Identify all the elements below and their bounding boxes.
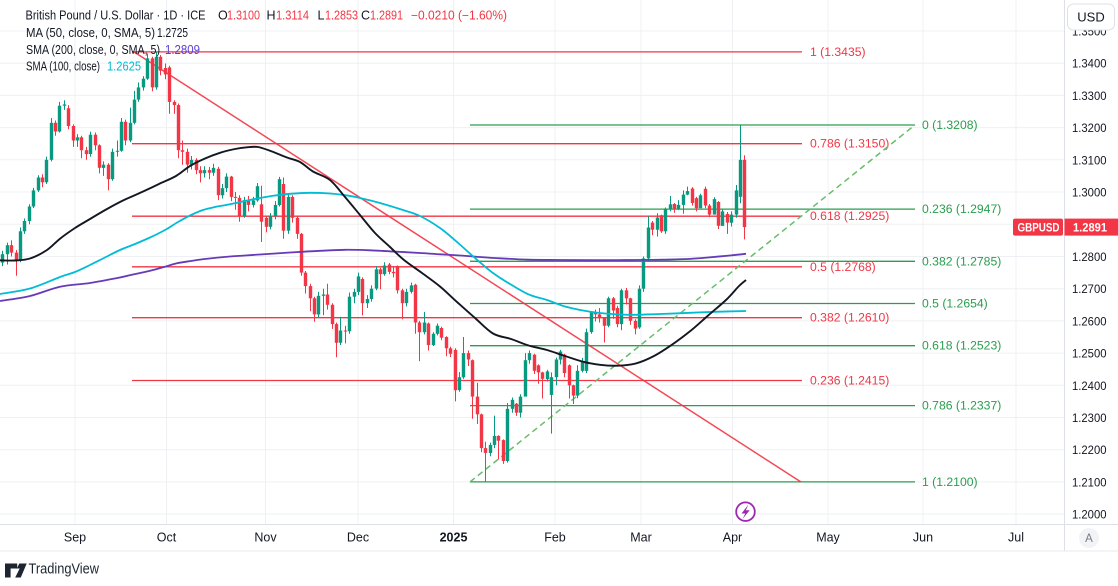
svg-text:0.236 (1.2947): 0.236 (1.2947) — [922, 202, 1001, 216]
svg-text:0.5 (1.2654): 0.5 (1.2654) — [922, 297, 988, 311]
svg-text:1.2200: 1.2200 — [1072, 443, 1107, 457]
svg-text:1.3200: 1.3200 — [1072, 121, 1107, 135]
svg-text:SMA (100, close)1.2625: SMA (100, close)1.2625 — [26, 60, 141, 74]
svg-text:1.2000: 1.2000 — [1072, 508, 1107, 522]
svg-text:1.2700: 1.2700 — [1072, 282, 1107, 296]
svg-text:1.2800: 1.2800 — [1072, 250, 1107, 264]
svg-text:TradingView: TradingView — [29, 562, 100, 578]
svg-text:0.382 (1.2610): 0.382 (1.2610) — [810, 311, 889, 325]
svg-text:1 (1.3435): 1 (1.3435) — [810, 45, 866, 59]
svg-text:Feb: Feb — [544, 531, 566, 545]
svg-text:1.3400: 1.3400 — [1072, 57, 1107, 71]
svg-text:SMA (200, close, 0, SMA, 5)1.2: SMA (200, close, 0, SMA, 5)1.2809 — [26, 43, 200, 57]
svg-text:1.2891: 1.2891 — [1073, 221, 1107, 235]
svg-text:Mar: Mar — [630, 531, 652, 545]
svg-text:1.2400: 1.2400 — [1072, 379, 1107, 393]
svg-text:Dec: Dec — [347, 531, 369, 545]
svg-text:0.618 (1.2925): 0.618 (1.2925) — [810, 209, 889, 223]
svg-text:GBPUSD: GBPUSD — [1018, 221, 1060, 235]
svg-text:0 (1.3208): 0 (1.3208) — [922, 118, 978, 132]
svg-text:1.3100: 1.3100 — [1072, 153, 1107, 167]
svg-text:Jun: Jun — [913, 531, 933, 545]
svg-text:0.786 (1.3150): 0.786 (1.3150) — [810, 137, 889, 151]
svg-text:A: A — [1085, 533, 1093, 545]
svg-text:1.2500: 1.2500 — [1072, 347, 1107, 361]
svg-text:Nov: Nov — [254, 531, 277, 545]
svg-text:1.3300: 1.3300 — [1072, 89, 1107, 103]
svg-text:0.382 (1.2785): 0.382 (1.2785) — [922, 254, 1001, 268]
svg-text:1.2600: 1.2600 — [1072, 314, 1107, 328]
svg-text:Jul: Jul — [1008, 531, 1024, 545]
svg-text:Oct: Oct — [157, 531, 177, 545]
svg-text:0.236 (1.2415): 0.236 (1.2415) — [810, 374, 889, 388]
svg-text:MA (50, close, 0, SMA, 5)1.272: MA (50, close, 0, SMA, 5)1.2725 — [26, 26, 188, 40]
svg-text:1.2300: 1.2300 — [1072, 411, 1107, 425]
svg-text:Sep: Sep — [64, 531, 86, 545]
svg-text:0.786 (1.2337): 0.786 (1.2337) — [922, 399, 1001, 413]
svg-text:May: May — [816, 531, 840, 545]
svg-text:British Pound / U.S. Dollar ·: British Pound / U.S. Dollar · 1D · ICEO1… — [26, 9, 508, 23]
svg-text:Apr: Apr — [723, 531, 742, 545]
svg-text:1 (1.2100): 1 (1.2100) — [922, 475, 978, 489]
svg-text:0.618 (1.2523): 0.618 (1.2523) — [922, 339, 1001, 353]
svg-text:1.2100: 1.2100 — [1072, 475, 1107, 489]
svg-text:2025: 2025 — [440, 531, 468, 545]
svg-text:1.3000: 1.3000 — [1072, 186, 1107, 200]
svg-text:USD: USD — [1077, 10, 1104, 25]
